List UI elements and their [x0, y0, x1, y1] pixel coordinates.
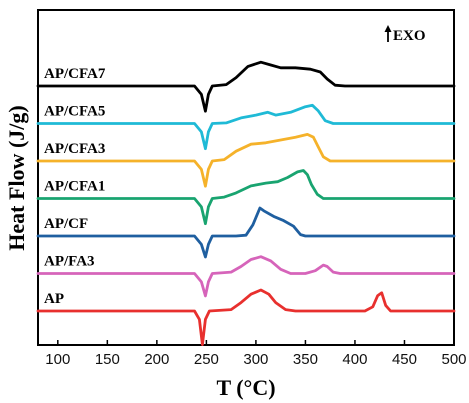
series-line-ap-cfa1 [36, 169, 456, 226]
x-tick-label: 350 [293, 351, 318, 368]
series-label-ap: AP [44, 291, 64, 307]
x-tick-label: 200 [144, 351, 169, 368]
series-line-ap-cfa3 [36, 133, 456, 188]
plot-area-frame [37, 9, 455, 346]
series-line-ap-cfa7 [36, 60, 456, 113]
x-tick-label: 250 [194, 351, 219, 368]
series-label-ap-cfa5: AP/CFA5 [44, 104, 105, 120]
exo-annotation: EXO [384, 25, 426, 44]
series-label-ap-cf: AP/CF [44, 216, 88, 232]
series-line-ap-cfa5 [36, 103, 456, 151]
series-label-ap-cfa1: AP/CFA1 [44, 179, 105, 195]
x-tick-label: 300 [243, 351, 268, 368]
x-axis-ticks: 100 150 200 250 300 350 400 450 500 [45, 340, 467, 368]
y-axis-title: Heat Flow (J/g) [4, 105, 29, 250]
x-tick-label: 500 [441, 351, 466, 368]
exo-arrow-head-icon [384, 25, 392, 32]
series-curves [36, 60, 456, 346]
x-tick-label: 100 [45, 351, 70, 368]
series-labels: AP/CFA7 AP/CFA5 AP/CFA3 AP/CFA1 AP/CF AP/FA3 A… [44, 66, 106, 307]
x-tick-label: 400 [342, 351, 367, 368]
series-line-ap-cf [36, 206, 456, 259]
x-tick-label: 150 [95, 351, 120, 368]
exo-label: EXO [393, 28, 426, 44]
series-line-ap-fa3 [36, 255, 456, 298]
x-axis-title: T (°C) [216, 375, 275, 400]
series-label-ap-cfa7: AP/CFA7 [44, 66, 106, 82]
series-label-ap-cfa3: AP/CFA3 [44, 141, 105, 157]
series-label-ap-fa3: AP/FA3 [44, 254, 95, 270]
series-line-ap [36, 288, 456, 346]
x-tick-label: 450 [392, 351, 417, 368]
